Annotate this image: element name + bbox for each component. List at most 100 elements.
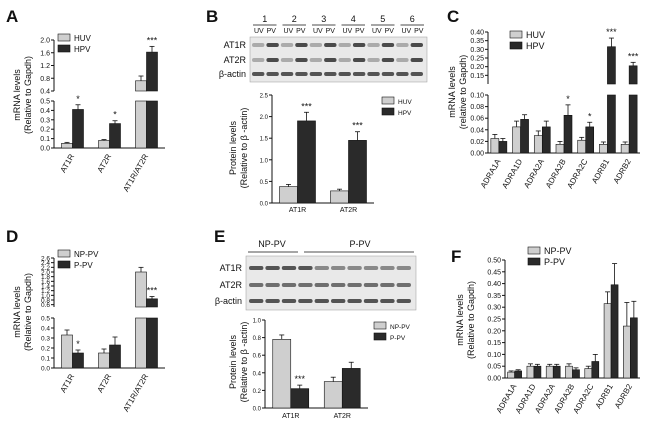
blot-row-label: AT2R xyxy=(220,280,243,290)
blot-band xyxy=(281,283,297,287)
blot-band xyxy=(265,266,280,270)
bar-hpv xyxy=(498,141,508,154)
y-tick-label: 0.2 xyxy=(40,127,50,134)
blot-band xyxy=(396,58,409,62)
panel-a-chart: 0.00.10.20.30.40.50.40.81.21.62.0*****AT… xyxy=(12,33,165,193)
lane-number: 2 xyxy=(292,14,297,24)
significance-marker: * xyxy=(76,339,80,349)
y-tick-label: 0.05 xyxy=(487,364,501,371)
bar-huv xyxy=(533,135,543,154)
blot-band xyxy=(363,266,379,270)
blot-band xyxy=(280,58,294,62)
y-tick-label: 0.45 xyxy=(487,269,501,276)
blot-band xyxy=(252,72,265,76)
y-tick-label: 0.6 xyxy=(41,302,50,309)
y-tick-label: 1.0 xyxy=(41,293,50,300)
legend-swatch xyxy=(57,44,71,53)
blot-band xyxy=(396,43,409,47)
lane-number: 4 xyxy=(351,14,356,24)
legend-label: HUV xyxy=(526,30,545,40)
y-axis-label: Protein levels xyxy=(228,120,238,175)
blot-band xyxy=(249,299,264,303)
y-tick-label: 1.8 xyxy=(41,274,50,281)
bar-np-pv xyxy=(584,368,593,379)
x-tick-label: AT1R xyxy=(282,413,299,420)
y-tick-label: 0.10 xyxy=(487,352,501,359)
blot-band xyxy=(396,266,411,270)
x-tick-label: ADRA2C xyxy=(565,157,589,190)
y-tick-label: 0.3 xyxy=(41,336,50,343)
y-tick-label: 0.35 xyxy=(487,293,501,300)
blot-band xyxy=(396,299,411,303)
y-tick-label: 0.4 xyxy=(40,89,50,96)
y-tick-label: 1.6 xyxy=(41,279,50,286)
x-tick-label: AT2R xyxy=(96,152,114,174)
blot-band xyxy=(347,283,362,287)
y-tick-label: 0.30 xyxy=(470,47,484,54)
lane-label-pv: PV xyxy=(385,28,395,35)
panel-label-b: B xyxy=(206,7,218,26)
blot-band xyxy=(252,58,265,62)
bar-huv xyxy=(98,140,110,149)
bar-huv xyxy=(135,100,147,149)
blot-band xyxy=(309,58,323,62)
bar-hpv xyxy=(541,126,551,154)
y-tick-label: 0.8 xyxy=(40,76,50,83)
lane-label-pv: PV xyxy=(296,28,306,35)
blot-band xyxy=(381,72,395,76)
y-tick-label: 2.0 xyxy=(40,38,50,45)
blot-band xyxy=(265,283,280,287)
blot-band xyxy=(298,283,313,287)
lane-label-pv: PV xyxy=(326,28,336,35)
lane-label-pv: PV xyxy=(267,28,277,35)
y-tick-label: 2.0 xyxy=(41,270,50,277)
y-tick-label: 0.2 xyxy=(41,346,50,353)
lane-label-uv: UV xyxy=(401,28,411,35)
y-tick-label: 0.0 xyxy=(41,366,50,373)
x-tick-label: AT1R/AT2R xyxy=(121,372,150,413)
legend-label: P-PV xyxy=(544,257,565,267)
bar-np-pv xyxy=(272,339,292,409)
blot-band xyxy=(338,72,351,76)
bar-p-pv xyxy=(146,317,158,369)
y-tick-label: 0.5 xyxy=(40,99,50,106)
bar-huv xyxy=(330,190,349,204)
significance-marker: * xyxy=(76,94,80,104)
blot-band xyxy=(295,58,308,62)
bar-p-pv xyxy=(533,365,542,379)
blot-band xyxy=(314,283,329,287)
y-tick-label: 0.30 xyxy=(487,305,501,312)
significance-marker: *** xyxy=(301,101,312,111)
lane-number: 5 xyxy=(380,14,385,24)
significance-marker: *** xyxy=(294,374,305,384)
legend-swatch xyxy=(527,246,541,255)
panel-f-chart: 0.00 0.05 0.10 0.15 0.20 0.25 0.30 0.35 0.40 0.45… xyxy=(455,246,640,415)
bar-p-pv xyxy=(514,370,522,379)
x-tick-label: AT2R xyxy=(96,372,114,394)
y-tick-label: 0.2 xyxy=(253,389,262,395)
legend-label: HPV xyxy=(398,110,412,117)
y-tick-label: 0.4 xyxy=(41,326,50,333)
legend-label: NP-PV xyxy=(544,246,572,256)
blot-row-label: β-actin xyxy=(215,296,242,306)
lane-number: 1 xyxy=(262,14,267,24)
x-tick-label: AT1R xyxy=(289,207,306,214)
legend-swatch xyxy=(373,321,387,330)
blot-band xyxy=(309,43,323,47)
y-axis-label: (Relative to Gapdh) xyxy=(23,273,33,351)
bar-p-pv xyxy=(591,361,600,379)
bar-p-pv xyxy=(572,369,580,379)
lane-label-pv: PV xyxy=(355,28,365,35)
panel-label-f: F xyxy=(451,247,461,266)
bar-p-pv-upper xyxy=(146,298,158,308)
lane-label-uv: UV xyxy=(372,28,382,35)
y-tick-label: 1.6 xyxy=(40,50,50,57)
panel-label-e: E xyxy=(214,227,225,246)
blot-band xyxy=(295,72,308,76)
blot-band xyxy=(347,299,362,303)
y-tick-label: 0.8 xyxy=(41,298,50,305)
bar-np-pv xyxy=(623,325,631,379)
bar-huv xyxy=(620,144,630,154)
significance-marker: *** xyxy=(147,35,158,45)
